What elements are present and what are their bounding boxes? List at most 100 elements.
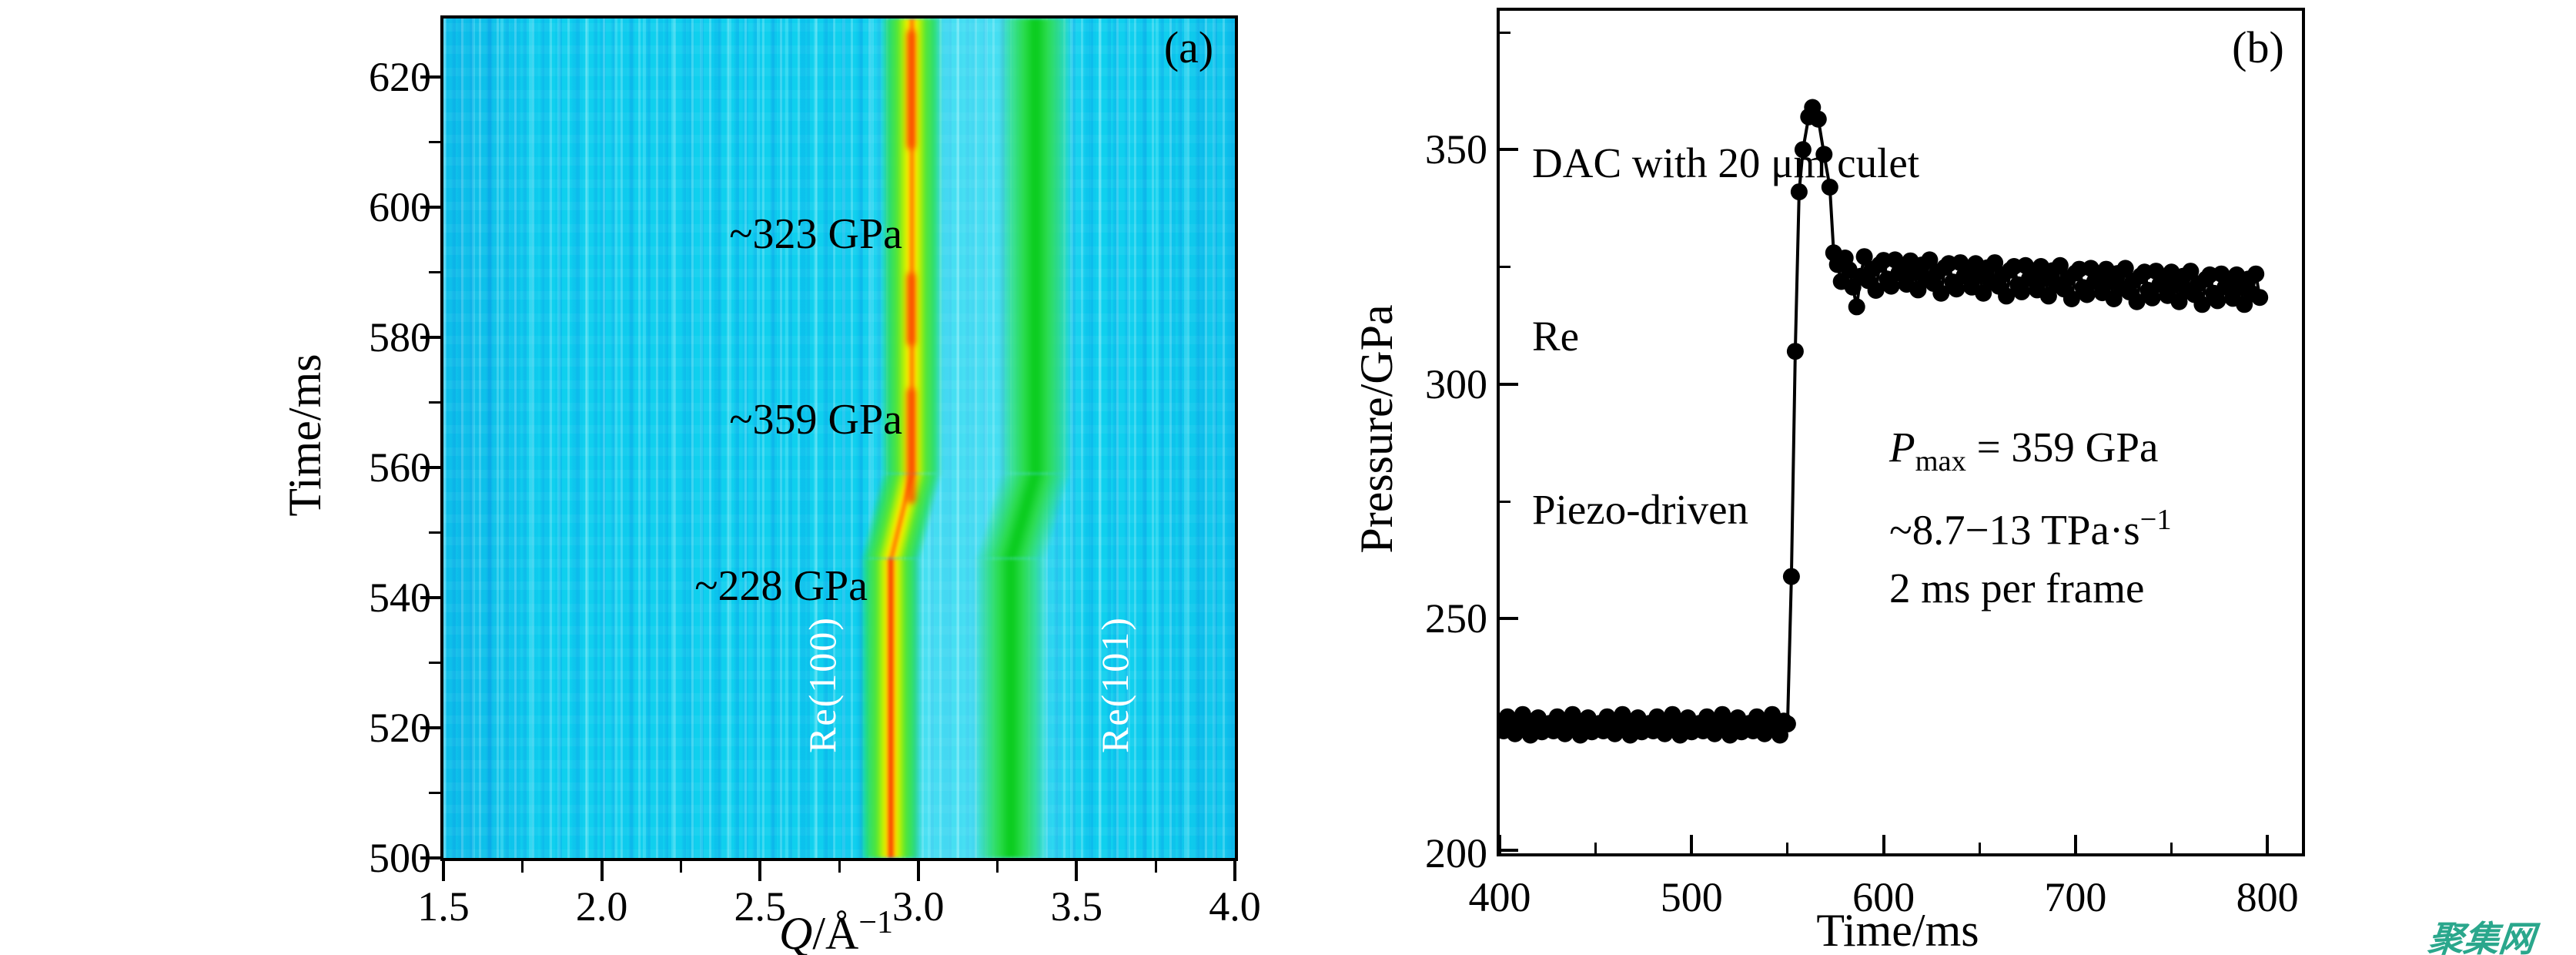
panel-a-y-tick-label: 560 xyxy=(369,444,431,491)
data-point xyxy=(1986,254,2004,272)
panel-a-y-major-tick xyxy=(420,596,440,599)
panel-a-x-major-tick xyxy=(1233,861,1236,881)
panel-b-x-minor-tick xyxy=(1594,843,1597,853)
xrd-heatmap xyxy=(443,18,1235,858)
data-point xyxy=(1794,141,1812,159)
panel-b-y-minor-tick xyxy=(1500,500,1510,503)
q-symbol: Q xyxy=(778,908,813,955)
data-point xyxy=(1815,146,1833,163)
panel-a-y-major-tick xyxy=(420,466,440,470)
panel-b-x-minor-tick xyxy=(1978,843,1981,853)
panel-a-x-tick-label: 1.5 xyxy=(417,883,470,930)
panel-b-x-major-tick xyxy=(1882,835,1885,853)
panel-a-x-tick-label: 3.0 xyxy=(892,883,945,930)
data-point xyxy=(1782,568,1800,585)
data-point xyxy=(2128,293,2146,310)
panel-a-x-minor-tick xyxy=(1154,861,1157,873)
data-point xyxy=(1855,248,1873,266)
panel-b-x-minor-tick xyxy=(2170,843,2173,853)
red-intensity-dash xyxy=(907,388,916,504)
panel-b-x-major-tick xyxy=(2266,835,2270,853)
data-point xyxy=(2209,292,2226,310)
pressure-time-scatter xyxy=(1500,99,2269,744)
note-dac: DAC with 20 μm culet xyxy=(1532,139,1920,186)
diffraction-band-Re(101)-upper xyxy=(999,18,1072,474)
data-point xyxy=(1778,715,1796,732)
panel-a-x-major-tick xyxy=(1075,861,1079,881)
diffraction-band-Re(100)-lower xyxy=(860,558,922,858)
panel-b-y-tick-label: 350 xyxy=(1425,126,1487,173)
panel-a-x-major-tick xyxy=(916,861,920,881)
panel-b-y-tick-label: 300 xyxy=(1425,360,1487,407)
panel-a-x-major-tick xyxy=(442,861,445,881)
panel-b-y-major-tick xyxy=(1500,617,1518,621)
data-point xyxy=(1821,179,1838,196)
panel-a-y-minor-tick xyxy=(429,271,440,274)
data-point xyxy=(2251,289,2269,307)
panel-a-x-tick-label: 4.0 xyxy=(1209,883,1261,930)
panel-a-y-tick-label: 520 xyxy=(369,705,431,751)
band-label-re100: Re(100) xyxy=(801,616,844,753)
note-piezo: Piezo-driven xyxy=(1532,486,1749,533)
data-point xyxy=(1867,282,1885,299)
panel-b-y-tick-label: 250 xyxy=(1425,595,1487,642)
data-point xyxy=(1790,183,1808,201)
panel-b-y-tick-label: 200 xyxy=(1425,830,1487,876)
annotation-228gpa: ~228 GPa xyxy=(694,562,868,610)
panel-b-y-minor-tick xyxy=(1500,31,1510,34)
annotation-359gpa: ~359 GPa xyxy=(729,396,902,444)
panel-b-x-minor-tick xyxy=(1786,843,1789,853)
panel-a-y-major-tick xyxy=(420,75,440,79)
heatmap-noise-texture xyxy=(443,18,1235,858)
panel-a-y-major-tick xyxy=(420,206,440,209)
panel-a-y-major-tick xyxy=(420,336,440,340)
data-point xyxy=(1882,277,1900,295)
panel-a-x-minor-tick xyxy=(838,861,841,873)
panel-b-label: (b) xyxy=(2232,22,2284,72)
panel-b-x-major-tick xyxy=(2073,835,2077,853)
data-point xyxy=(2182,263,2200,280)
panel-a-y-minor-tick xyxy=(429,531,440,534)
panel-a-y-minor-tick xyxy=(429,401,440,404)
watermark: 聚集网 xyxy=(2426,919,2537,955)
data-point xyxy=(1786,343,1804,360)
diffraction-band-Re(101)-lower xyxy=(975,558,1048,858)
data-point xyxy=(1921,251,1939,269)
data-point xyxy=(2116,260,2134,277)
data-point xyxy=(2062,290,2080,307)
red-intensity-dash xyxy=(907,30,916,149)
panel-b-y-major-tick xyxy=(1500,382,1518,386)
data-point xyxy=(2051,256,2069,274)
panel-a-y-tick-label: 580 xyxy=(369,314,431,361)
data-point xyxy=(2247,265,2265,283)
panel-b-y-axis-title: Pressure/GPa xyxy=(1351,304,1402,554)
panel-a-y-major-tick xyxy=(420,726,440,729)
panel-a-plot-box: (a) ~323 GPa ~359 GPa ~228 GPa Re(100) R… xyxy=(369,15,1261,927)
panel-b-y-major-tick xyxy=(1500,148,1518,152)
panel-b-x-major-tick xyxy=(1498,835,1501,853)
data-point xyxy=(1998,287,2016,305)
panel-b-x-tick-label: 700 xyxy=(2044,874,2107,920)
frame-line: 2 ms per frame xyxy=(1889,565,2145,612)
panel-b-y-major-tick xyxy=(1500,849,1518,852)
data-point xyxy=(1948,280,1965,298)
panel-a-y-minor-tick xyxy=(429,662,440,664)
data-point xyxy=(2193,296,2211,313)
panel-b-x-tick-label: 600 xyxy=(1852,874,1915,920)
panel-a-y-axis-title: Time/ms xyxy=(279,354,330,517)
panel-a-y-tick-label: 500 xyxy=(369,835,431,881)
panel-b-x-tick-label: 400 xyxy=(1468,874,1531,920)
panel-b-y-minor-tick xyxy=(1500,266,1510,269)
note-re: Re xyxy=(1532,313,1580,360)
panel-b-result-annotations: Pmax = 359 GPa ~8.7−13 TPa·s−1 2 ms per … xyxy=(1889,418,2172,618)
panel-b-x-major-tick xyxy=(1690,835,1694,853)
panel-a-y-tick-label: 600 xyxy=(369,184,431,231)
q-unit: /Å xyxy=(812,908,859,955)
panel-a-x-tick-label: 2.5 xyxy=(734,883,786,930)
panel-b-plot-box: DAC with 20 μm culet Re Piezo-driven (b)… xyxy=(1425,8,2305,918)
panel-a-y-major-tick xyxy=(420,856,440,860)
data-point xyxy=(1932,284,1950,302)
panel-b-notes: DAC with 20 μm culet Re Piezo-driven xyxy=(1532,18,1919,654)
panel-b-x-tick-label: 500 xyxy=(1660,874,1723,920)
